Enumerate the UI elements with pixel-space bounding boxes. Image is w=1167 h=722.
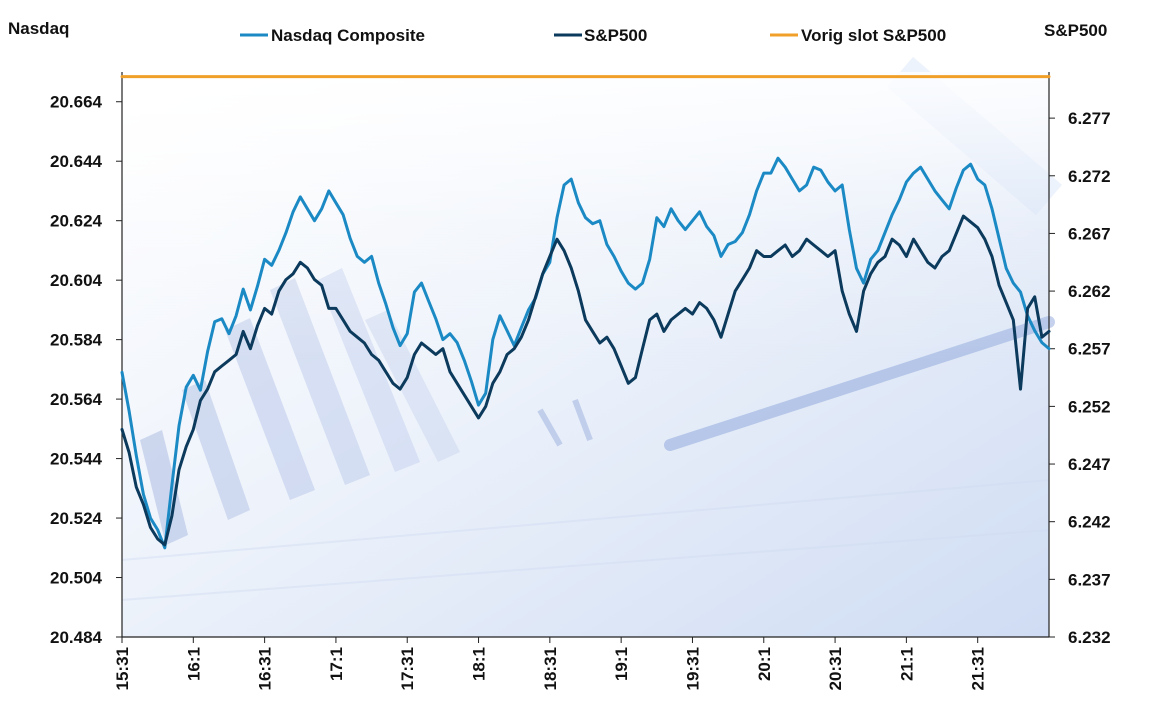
right-tick-label: 6.237: [1068, 570, 1111, 589]
right-tick-label: 6.277: [1068, 109, 1111, 128]
series-line-nasdaq: [120, 156, 1051, 550]
legend-label-previous-close: Vorig slot S&P500: [801, 26, 946, 45]
legend-item-sp500: S&P500: [554, 26, 647, 45]
legend-label-nasdaq: Nasdaq Composite: [271, 26, 425, 45]
x-tick-label: 20:31: [826, 647, 845, 690]
right-tick-label: 6.267: [1068, 224, 1111, 243]
series-layer: [120, 75, 1051, 550]
series-line-sp500: [120, 214, 1051, 547]
legend-item-nasdaq: Nasdaq Composite: [240, 26, 425, 45]
left-y-ticks: 20.484 20.504 20.524 20.544 20.564 20.584 20.6…: [50, 93, 122, 647]
x-tick-label: 17:31: [398, 647, 417, 690]
left-tick-label: 20.644: [50, 152, 103, 171]
right-tick-label: 6.262: [1068, 282, 1111, 301]
x-tick-label: 21:1: [897, 647, 916, 681]
right-tick-label: 6.272: [1068, 167, 1111, 186]
x-tick-label: 18:1: [470, 647, 489, 681]
right-tick-label: 6.242: [1068, 513, 1111, 532]
left-tick-label: 20.504: [50, 569, 103, 588]
right-tick-label: 6.257: [1068, 340, 1111, 359]
left-tick-label: 20.624: [50, 212, 103, 231]
x-tick-label: 19:1: [612, 647, 631, 681]
x-tick-label: 21:31: [969, 647, 988, 690]
right-tick-label: 6.232: [1068, 628, 1111, 647]
left-tick-label: 20.604: [50, 271, 103, 290]
legend-item-previous-close: Vorig slot S&P500: [770, 26, 946, 45]
right-tick-label: 6.247: [1068, 455, 1111, 474]
right-tick-label: 6.252: [1068, 397, 1111, 416]
plot-background: [121, 56, 1063, 637]
left-tick-label: 20.544: [50, 450, 103, 469]
x-tick-label: 15:31: [113, 647, 132, 690]
left-tick-label: 20.524: [50, 509, 103, 528]
x-tick-label: 16:31: [256, 647, 275, 690]
left-axis-title: Nasdaq: [8, 19, 69, 38]
left-tick-label: 20.584: [50, 331, 103, 350]
x-tick-label: 19:31: [683, 647, 702, 690]
x-ticks: 15:31 16:1 16:31 17:1 17:31 18:1 18:31 19:1 19:3…: [113, 637, 988, 690]
left-tick-label: 20.564: [50, 390, 103, 409]
x-tick-label: 18:31: [541, 647, 560, 690]
legend: Nasdaq Composite S&P500 Vorig slot S&P50…: [240, 26, 946, 45]
legend-label-sp500: S&P500: [584, 26, 647, 45]
right-axis-title: S&P500: [1044, 21, 1107, 40]
left-tick-label: 20.484: [50, 628, 103, 647]
right-y-ticks: 6.232 6.237 6.242 6.247 6.252 6.257 6.262 6.267…: [1049, 109, 1111, 647]
x-tick-label: 17:1: [327, 647, 346, 681]
x-tick-label: 16:1: [184, 647, 203, 681]
left-tick-label: 20.664: [50, 93, 103, 112]
x-tick-label: 20:1: [755, 647, 774, 681]
